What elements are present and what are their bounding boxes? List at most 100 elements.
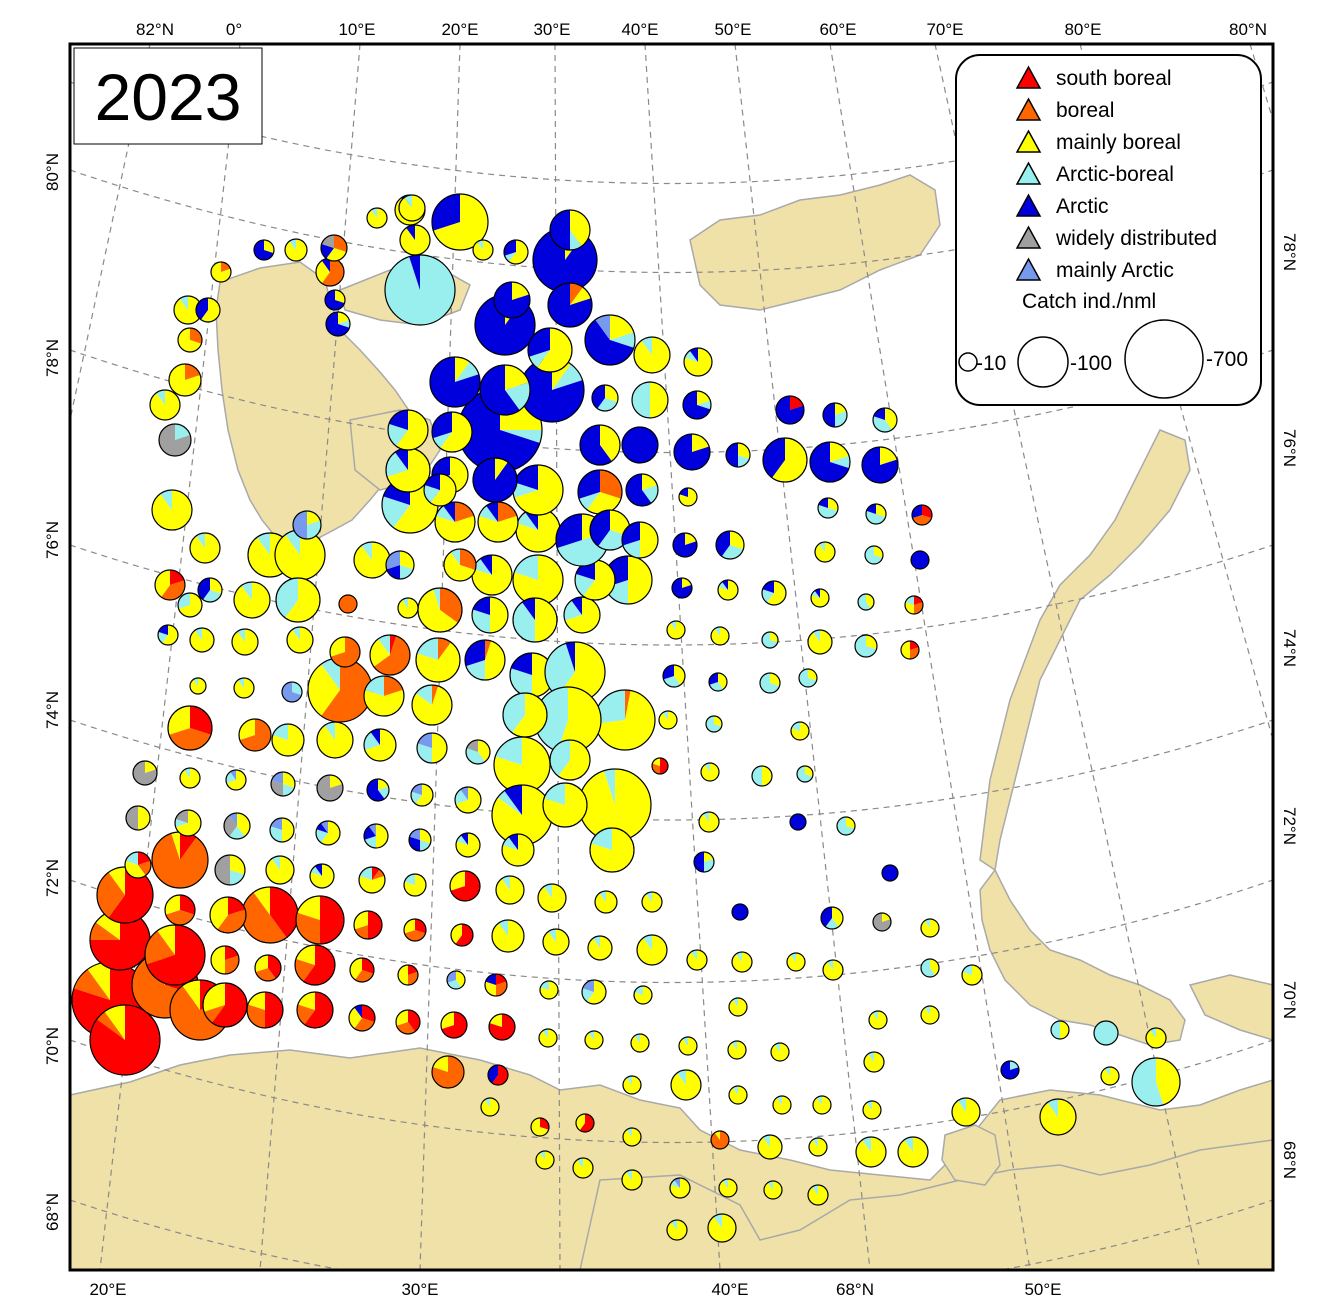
station-catch-pie xyxy=(270,771,296,797)
pie-slice xyxy=(321,243,334,259)
station-catch-pie xyxy=(822,402,848,428)
pie-slice xyxy=(217,909,247,934)
station-catch-pie xyxy=(241,886,299,944)
pie-outline xyxy=(125,805,151,831)
pie-slice xyxy=(221,262,231,272)
pie-slice xyxy=(275,578,298,618)
station-catch-pie xyxy=(275,577,321,623)
pie-outline xyxy=(772,1095,792,1115)
pie-slice xyxy=(674,665,685,685)
pie-slice xyxy=(190,706,212,735)
kolguev-island-landmass xyxy=(941,1124,1001,1186)
pie-slice xyxy=(485,640,505,680)
station-catch-pie xyxy=(678,1036,698,1056)
station-catch-pie xyxy=(399,224,431,256)
pie-slice xyxy=(874,546,883,558)
pie-outline xyxy=(253,239,275,261)
pie-outline xyxy=(384,254,456,326)
pie-slice xyxy=(642,485,658,503)
pie-outline xyxy=(324,289,346,311)
pie-slice xyxy=(869,1011,888,1030)
station-catch-pie xyxy=(897,1136,929,1168)
station-catch-pie xyxy=(472,239,494,261)
pie-slice xyxy=(924,1006,930,1015)
pie-slice xyxy=(196,298,208,320)
map-frame xyxy=(68,42,1275,1272)
station-catch-pie xyxy=(177,327,203,353)
pie-slice xyxy=(175,810,188,823)
pie-slice xyxy=(610,315,634,340)
pie-outline xyxy=(621,1169,643,1191)
station-catch-pie xyxy=(231,628,259,656)
station-catch-pie xyxy=(415,637,461,683)
pie-slice xyxy=(338,320,350,328)
pie-slice xyxy=(728,1041,747,1059)
pie-slice xyxy=(204,1005,225,1023)
pie-slice xyxy=(254,240,274,260)
legend-symbol-boreal xyxy=(1015,97,1042,121)
pie-slice xyxy=(478,505,498,522)
pie-outline xyxy=(636,934,668,966)
pie-slice xyxy=(484,1098,490,1107)
station-catch-pie xyxy=(254,954,282,982)
pie-slice xyxy=(587,492,621,514)
pie-slice xyxy=(832,907,843,927)
pie-slice xyxy=(364,729,396,761)
pie-slice xyxy=(922,505,932,519)
pie-slice xyxy=(408,971,418,985)
pie-slice xyxy=(701,763,720,782)
station-catch-pie xyxy=(854,634,878,658)
pie-outline xyxy=(209,896,247,934)
pie-slice xyxy=(495,458,508,480)
pie-slice xyxy=(672,578,692,598)
pie-slice xyxy=(640,522,658,558)
pie-outline xyxy=(440,1011,468,1039)
pie-outline xyxy=(197,577,223,603)
station-catch-pie xyxy=(717,579,739,601)
pie-slice xyxy=(409,829,420,840)
pie-slice xyxy=(269,826,282,842)
pie-outline xyxy=(471,596,509,634)
station-catch-pie xyxy=(904,595,924,615)
pie-slice xyxy=(543,929,570,956)
pie-slice xyxy=(588,1031,594,1040)
pie-outline xyxy=(666,620,686,640)
left-tick-label: 78°N xyxy=(43,339,62,377)
pie-slice xyxy=(209,897,228,930)
pie-slice xyxy=(722,580,728,590)
pie-outline xyxy=(151,489,193,531)
pie-slice xyxy=(450,871,465,891)
pie-slice xyxy=(471,609,490,633)
station-catch-pie xyxy=(789,813,807,831)
pie-slice xyxy=(364,826,376,840)
pie-slice xyxy=(330,637,360,668)
station-catch-pie xyxy=(530,1117,550,1137)
pie-slice xyxy=(827,960,833,970)
station-catch-pie xyxy=(1039,1098,1077,1136)
pie-slice xyxy=(156,390,165,405)
pie-slice xyxy=(1047,1099,1058,1117)
pie-slice xyxy=(257,533,270,555)
pie-outline xyxy=(775,395,805,425)
top-tick-labels: 82°N 0° 10°E 20°E 30°E 40°E 50°E 60°E 70… xyxy=(136,20,1267,39)
top-tick-label: 10°E xyxy=(338,20,375,39)
pie-slice xyxy=(180,832,197,860)
pie-outline xyxy=(630,1033,650,1053)
pie-outline xyxy=(622,1127,642,1147)
station-catch-pie xyxy=(403,918,427,942)
left-tick-label: 76°N xyxy=(43,521,62,559)
pie-outline xyxy=(812,1095,832,1115)
pie-slice xyxy=(828,498,838,512)
pie-slice xyxy=(500,430,542,443)
pie-slice xyxy=(564,597,600,633)
station-catch-pie xyxy=(820,906,844,930)
station-catch-pie xyxy=(727,1040,747,1060)
pie-slice xyxy=(239,719,255,740)
station-catch-pie xyxy=(410,783,434,807)
pie-slice xyxy=(698,812,719,833)
pie-outline xyxy=(174,809,202,837)
pie-slice xyxy=(96,1011,125,1040)
pie-slice xyxy=(718,580,739,600)
pie-slice xyxy=(912,515,932,525)
pie-slice xyxy=(210,578,223,594)
